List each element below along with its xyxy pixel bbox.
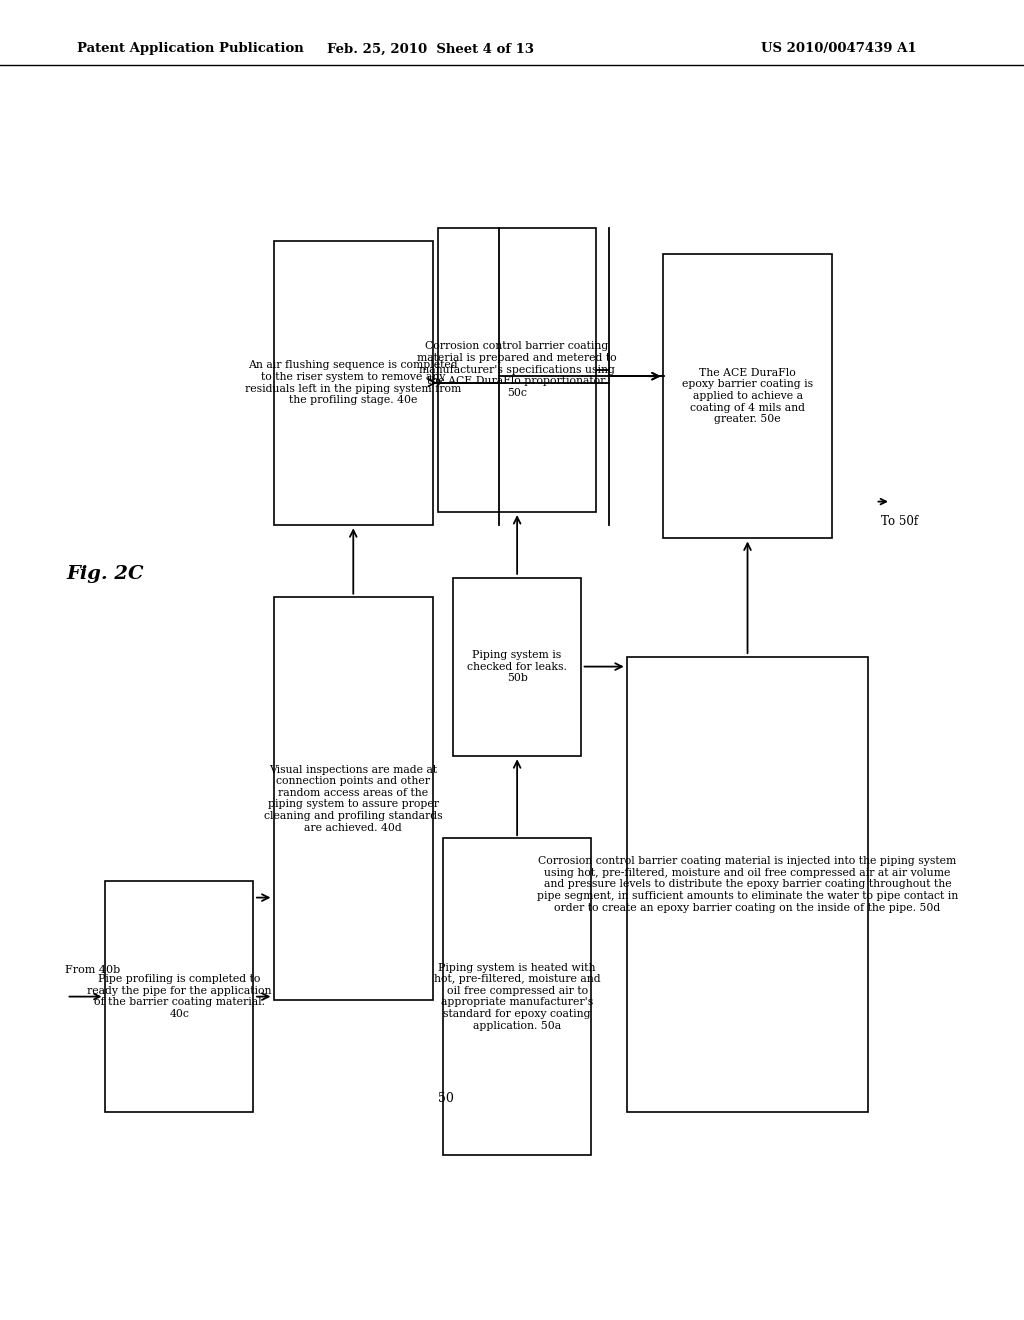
Text: Piping system is
checked for leaks.
50b: Piping system is checked for leaks. 50b [467,649,567,684]
Text: Patent Application Publication: Patent Application Publication [77,42,303,55]
Text: From 40b: From 40b [65,965,120,975]
Text: Pipe profiling is completed to
ready the pipe for the application
of the barrier: Pipe profiling is completed to ready the… [87,974,271,1019]
FancyBboxPatch shape [438,227,596,512]
FancyBboxPatch shape [273,242,432,525]
FancyBboxPatch shape [627,657,868,1111]
FancyBboxPatch shape [664,255,831,539]
Text: To 50f: To 50f [881,515,918,528]
Text: Corrosion control barrier coating
material is prepared and metered to
manufactur: Corrosion control barrier coating materi… [418,342,616,397]
Text: Piping system is heated with
hot, pre-filtered, moisture and
oil free compressed: Piping system is heated with hot, pre-fi… [434,962,600,1031]
FancyBboxPatch shape [453,578,582,755]
Text: US 2010/0047439 A1: US 2010/0047439 A1 [761,42,916,55]
Text: Feb. 25, 2010  Sheet 4 of 13: Feb. 25, 2010 Sheet 4 of 13 [327,42,534,55]
FancyBboxPatch shape [104,882,254,1111]
Text: The ACE DuraFlo
epoxy barrier coating is
applied to achieve a
coating of 4 mils : The ACE DuraFlo epoxy barrier coating is… [682,368,813,424]
Text: Visual inspections are made at
connection points and other
random access areas o: Visual inspections are made at connectio… [264,764,442,833]
FancyBboxPatch shape [273,597,432,1001]
Text: An air flushing sequence is completed
to the riser system to remove any
residual: An air flushing sequence is completed to… [245,360,462,405]
Text: Fig. 2C: Fig. 2C [67,565,144,583]
FancyBboxPatch shape [442,838,592,1155]
Text: Corrosion control barrier coating material is injected into the piping system
us: Corrosion control barrier coating materi… [537,857,958,912]
Text: 50: 50 [438,1092,455,1105]
